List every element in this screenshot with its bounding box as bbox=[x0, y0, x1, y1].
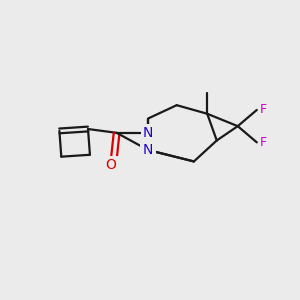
Text: F: F bbox=[260, 136, 267, 149]
Text: F: F bbox=[260, 103, 267, 116]
Text: N: N bbox=[143, 126, 153, 140]
Text: N: N bbox=[143, 143, 153, 157]
Text: N: N bbox=[143, 143, 153, 157]
Text: O: O bbox=[106, 158, 116, 172]
